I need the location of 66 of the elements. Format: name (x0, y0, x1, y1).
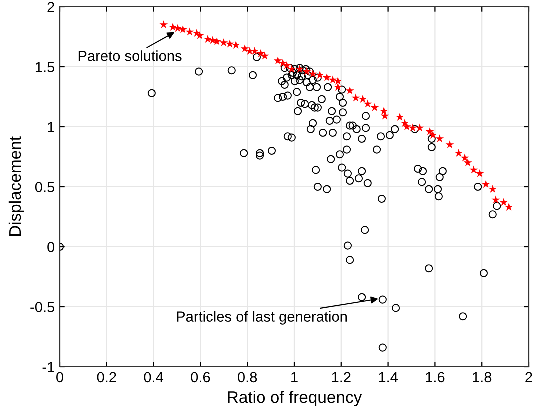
y-tick-label: 1 (48, 122, 54, 132)
annotation: Particles of last generation (177, 311, 347, 325)
point (470, 166, 478, 174)
y-tick-label: 0 (48, 242, 55, 252)
y-axis-title: Displacement (8, 136, 24, 236)
point (308, 70, 318, 78)
point (334, 77, 342, 85)
point (256, 49, 266, 58)
point (226, 40, 234, 48)
point (346, 86, 354, 95)
point (168, 23, 178, 31)
point (240, 44, 250, 53)
point (322, 73, 332, 82)
x-tick-label: 0.6 (191, 372, 210, 383)
point (426, 127, 434, 136)
x-tick-label: 1 (292, 372, 298, 382)
point (482, 180, 490, 188)
point (504, 203, 514, 211)
point (274, 56, 282, 65)
point (492, 196, 500, 204)
x-tick-label: 1.2 (332, 372, 351, 382)
point (488, 185, 498, 193)
point (220, 38, 228, 47)
point (396, 113, 404, 121)
point (500, 198, 508, 206)
point (186, 28, 194, 36)
point (328, 76, 338, 84)
x-tick-label: 0 (56, 372, 64, 383)
x-tick-label: 1.8 (473, 372, 492, 383)
point (460, 154, 470, 162)
point (402, 122, 412, 131)
point (408, 124, 418, 132)
point (364, 100, 372, 108)
annotation: Pareto solutions (78, 50, 182, 62)
x-tick-label: 0.2 (97, 372, 116, 383)
point (178, 25, 188, 34)
point (160, 20, 168, 29)
x-tick-label: 1.6 (426, 372, 445, 383)
point (352, 94, 360, 102)
point (204, 35, 212, 43)
point (196, 31, 204, 40)
point (316, 71, 324, 79)
x-tick-label: 2 (526, 372, 532, 382)
point (428, 131, 438, 139)
x-tick-label: 0.4 (144, 372, 164, 383)
y-tick-label: -1 (42, 362, 54, 372)
y-tick-label: 1.5 (36, 62, 55, 72)
y-tick-label: 2 (48, 2, 54, 12)
y-tick-label: -0.5 (30, 302, 55, 312)
point (174, 24, 182, 32)
point (370, 103, 380, 112)
point (454, 149, 464, 157)
x-tick-label: 1.4 (379, 372, 398, 382)
point (476, 169, 484, 178)
point (334, 83, 342, 91)
point (380, 107, 388, 115)
x-tick-label: 0.8 (238, 372, 258, 383)
point (232, 41, 240, 49)
point (446, 140, 454, 149)
point (416, 124, 424, 132)
point (208, 36, 218, 44)
y-tick-label: 0.5 (35, 182, 55, 192)
point (436, 134, 444, 143)
point (464, 158, 472, 167)
x-axis-title: Ratio of frequency (228, 391, 362, 407)
point (358, 95, 368, 103)
